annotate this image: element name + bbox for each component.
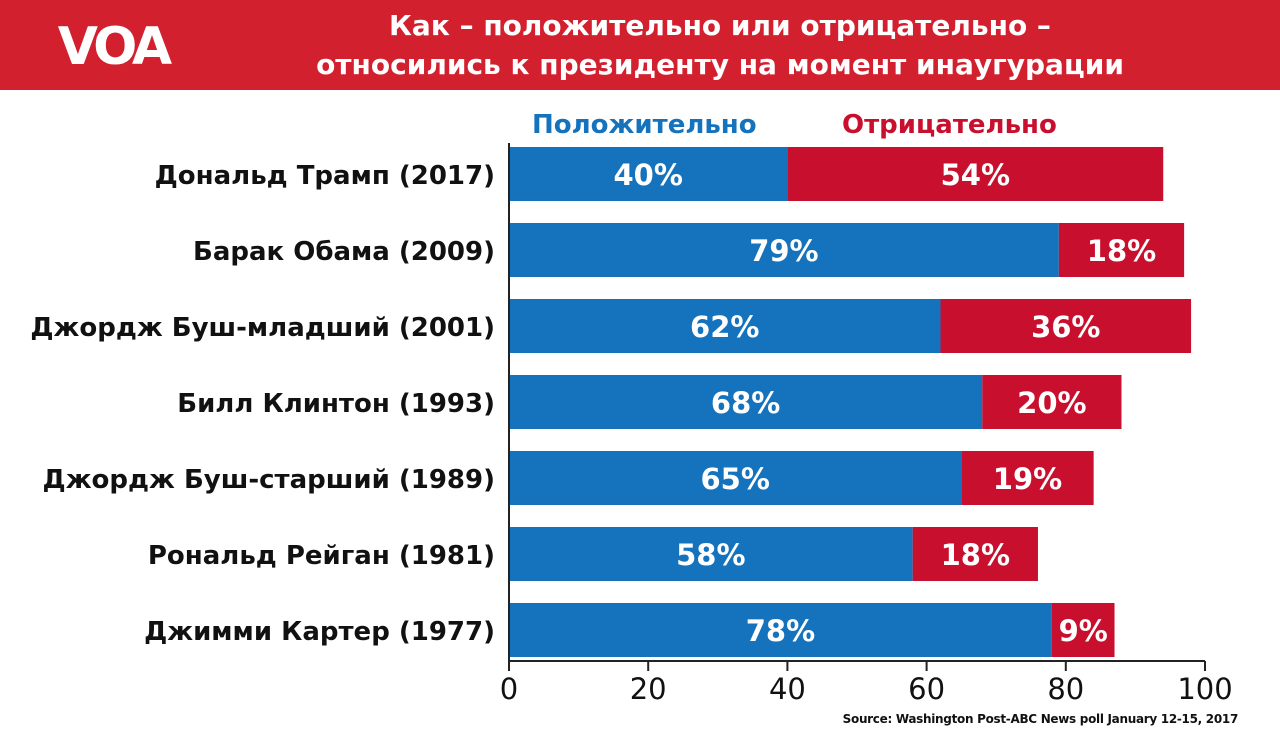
category-label: Джордж Буш-младший (2001) [30,313,495,343]
category-label: Рональд Рейган (1981) [148,541,495,571]
x-tick-label: 80 [1047,672,1084,706]
legend-negative: Отрицательно [842,110,1057,140]
bar-negative [787,147,1164,201]
value-label-positive: 58% [676,538,745,572]
bar-negative [982,375,1122,429]
legend-positive: Положительно [532,110,757,140]
voa-logo: VOA [58,17,176,76]
category-label: Джимми Картер (1977) [144,617,495,647]
bar-negative [1058,223,1185,277]
chart-title: Как – положительно или отрицательно – от… [220,6,1220,84]
logo-text: VOA [58,17,172,76]
bar-positive [509,375,983,429]
bar-positive [509,223,1059,277]
value-label-negative: 9% [1059,614,1108,648]
value-label-negative: 18% [1087,234,1156,268]
bar-positive [509,527,913,581]
x-tick-label: 20 [630,672,667,706]
bar-positive [509,299,941,353]
bar-positive [509,147,788,201]
x-tick-label: 60 [908,672,945,706]
value-label-positive: 68% [711,386,780,420]
value-label-positive: 79% [749,234,818,268]
value-label-positive: 62% [690,310,759,344]
value-label-positive: 65% [700,462,769,496]
category-label: Барак Обама (2009) [193,237,495,267]
x-tick-label: 0 [500,672,518,706]
category-label: Дональд Трамп (2017) [155,161,495,191]
header-banner: VOA Как – положительно или отрицательно … [0,0,1280,90]
x-tick-label: 100 [1177,672,1232,706]
bar-negative [961,451,1094,505]
value-label-negative: 36% [1031,310,1100,344]
title-line-2: относились к президенту на момент инаугу… [316,48,1124,81]
value-label-negative: 18% [941,538,1010,572]
value-label-negative: 20% [1017,386,1086,420]
category-label: Джордж Буш-старший (1989) [43,465,495,495]
x-tick-label: 40 [769,672,806,706]
source-note: Source: Washington Post-ABC News poll Ja… [842,712,1239,726]
bar-negative [940,299,1192,353]
title-line-1: Как – положительно или отрицательно – [389,9,1051,42]
bar-positive [509,603,1052,657]
bar-positive [509,451,962,505]
bar-negative [1051,603,1115,657]
category-label: Билл Клинтон (1993) [177,389,495,419]
value-label-positive: 78% [746,614,815,648]
bar-negative [912,527,1038,581]
value-label-negative: 19% [993,462,1062,496]
value-label-negative: 54% [941,158,1010,192]
value-label-positive: 40% [613,158,682,192]
